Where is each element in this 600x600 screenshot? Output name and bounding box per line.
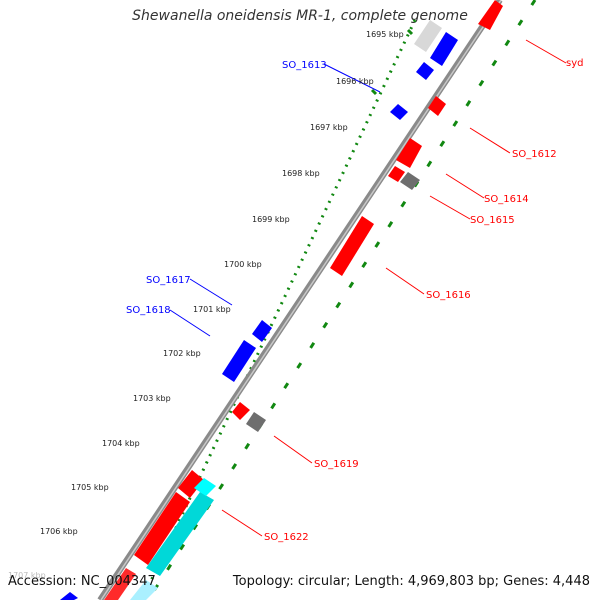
gene-label-so-1614[interactable]: SO_1614 <box>484 194 529 205</box>
kbp-ticks <box>370 28 414 96</box>
kbp-label-group: 1695 kbp 1696 kbp 1697 kbp 1698 kbp 1699… <box>8 30 404 580</box>
gene-label-so-1617[interactable]: SO_1617 <box>146 275 191 286</box>
gene-label-so-1619[interactable]: SO_1619 <box>314 459 359 470</box>
gene-so-1613-b[interactable] <box>416 62 434 80</box>
gene-so-1622-a[interactable] <box>178 470 204 498</box>
gene-grey-top[interactable] <box>414 20 442 52</box>
gene-so-1619[interactable] <box>232 402 250 420</box>
map-title: Shewanella oneidensis MR-1, complete gen… <box>132 8 468 24</box>
reverse-genes <box>60 32 458 600</box>
kbp-label: 1698 kbp <box>282 169 320 178</box>
gene-so-1617[interactable] <box>252 320 272 342</box>
gene-so-1614-b[interactable] <box>388 166 405 182</box>
gene-label-so-1616[interactable]: SO_1616 <box>426 290 471 301</box>
gene-cyan-1[interactable] <box>146 492 214 576</box>
kbp-label: 1704 kbp <box>102 439 140 448</box>
gene-label-so-1622[interactable]: SO_1622 <box>264 532 309 543</box>
kbp-label: 1701 kbp <box>193 305 231 314</box>
other-genes <box>246 20 442 432</box>
kbp-label: 1706 kbp <box>40 527 78 536</box>
gene-so-1612[interactable] <box>428 96 446 116</box>
forward-genes <box>104 0 503 600</box>
forward-leaders <box>221 39 567 537</box>
accession-text: Accession: NC_004347 <box>8 574 156 589</box>
gene-so-1622-b[interactable] <box>134 492 190 565</box>
gene-so-1613-a[interactable] <box>430 32 458 66</box>
gene-so-1614-a[interactable] <box>396 138 422 168</box>
kbp-label: 1700 kbp <box>224 260 262 269</box>
kbp-label: 1705 kbp <box>71 483 109 492</box>
kbp-label: 1702 kbp <box>163 349 201 358</box>
gene-label-so-1615[interactable]: SO_1615 <box>470 215 515 226</box>
gene-syd[interactable] <box>478 0 503 30</box>
rna-genes <box>130 478 216 600</box>
gene-label-syd[interactable]: syd <box>566 58 583 69</box>
gene-so-1619-grey[interactable] <box>246 412 266 432</box>
gene-label-group: syd SO_1613 SO_1612 SO_1614 SO_1615 SO_1… <box>126 58 583 543</box>
outer-dotted-track <box>140 19 417 600</box>
gene-so-1616[interactable] <box>330 216 374 276</box>
kbp-label: 1707 kbp <box>8 571 46 580</box>
reverse-leaders <box>169 63 381 337</box>
gene-label-so-1613[interactable]: SO_1613 <box>282 60 327 71</box>
gene-label-so-1618[interactable]: SO_1618 <box>126 305 171 316</box>
gene-cyan-2[interactable] <box>194 478 216 496</box>
kbp-label: 1699 kbp <box>252 215 290 224</box>
kbp-label: 1697 kbp <box>310 123 348 132</box>
kbp-label: 1696 kbp <box>336 77 374 86</box>
kbp-label: 1703 kbp <box>133 394 171 403</box>
gene-so-1615[interactable] <box>400 172 420 190</box>
kbp-label: 1695 kbp <box>366 30 404 39</box>
genome-summary-text: Topology: circular; Length: 4,969,803 bp… <box>232 574 590 589</box>
gene-label-so-1612[interactable]: SO_1612 <box>512 149 557 160</box>
gene-so-1618[interactable] <box>222 340 256 382</box>
gene-blue-small[interactable] <box>390 104 408 120</box>
